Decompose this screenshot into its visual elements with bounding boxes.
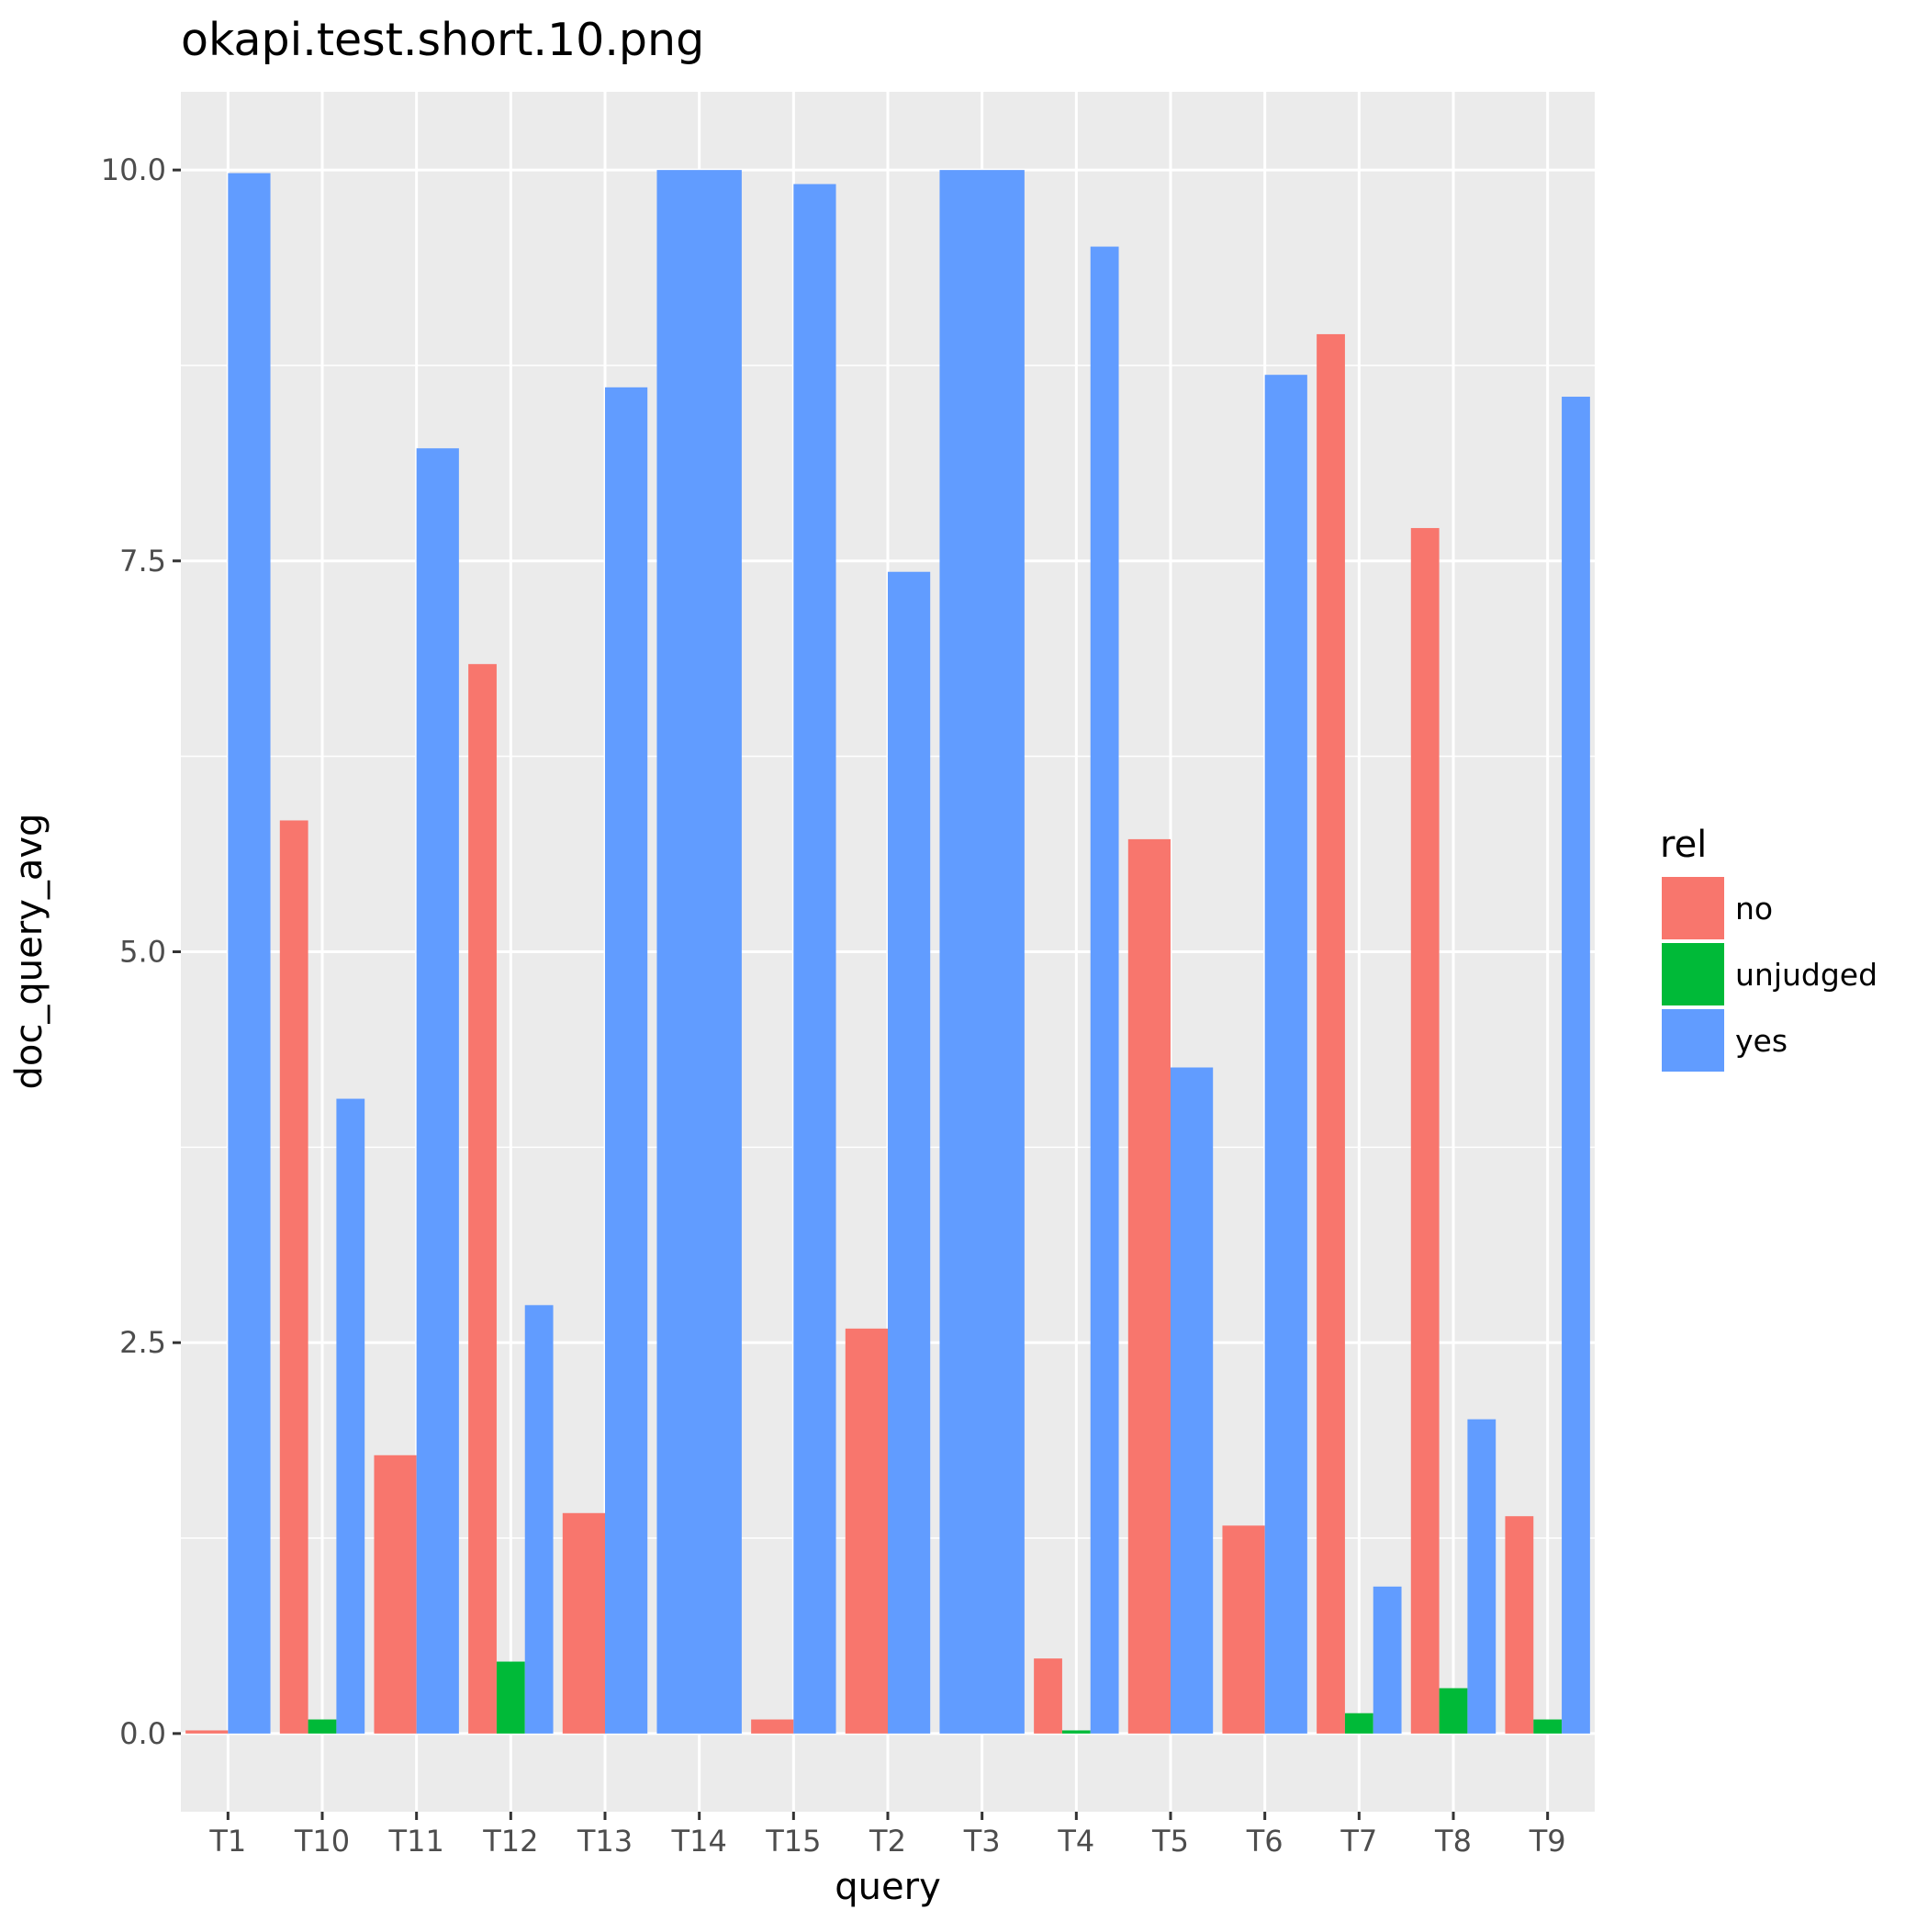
x-tick-label: T7 <box>1340 1824 1377 1859</box>
legend-key-no <box>1662 877 1724 939</box>
bar-yes-T6 <box>1264 375 1307 1734</box>
x-tick-label: T10 <box>294 1824 350 1859</box>
bar-yes-T5 <box>1171 1067 1214 1734</box>
bar-unjudged-T7 <box>1344 1713 1373 1734</box>
bar-no-T4 <box>1034 1658 1062 1734</box>
bars <box>185 170 1590 1734</box>
x-axis: T1 T10 T11 T12 T13 T14 T15 T2 T3 T4 T5 T6 T7 T8 T9 <box>208 1812 1566 1859</box>
bar-yes-T2 <box>888 571 931 1734</box>
bar-yes-T1 <box>228 173 271 1734</box>
bar-no-T13 <box>562 1512 605 1734</box>
x-tick-label: T9 <box>1529 1824 1566 1859</box>
x-tick-label: T12 <box>482 1824 538 1859</box>
bar-no-T8 <box>1410 528 1440 1734</box>
bar-no-T15 <box>751 1719 794 1734</box>
x-tick-label: T5 <box>1151 1824 1189 1859</box>
bar-no-T11 <box>374 1455 417 1734</box>
y-tick-label: 2.5 <box>119 1325 166 1360</box>
bar-no-T6 <box>1222 1525 1265 1734</box>
legend-label-no: no <box>1735 891 1773 927</box>
x-tick-label: T2 <box>869 1824 906 1859</box>
x-tick-label: T14 <box>671 1824 727 1859</box>
y-tick-label: 10.0 <box>101 152 166 187</box>
bar-no-T12 <box>468 664 497 1734</box>
bar-no-T10 <box>279 820 308 1734</box>
legend-title: rel <box>1660 824 1707 866</box>
x-tick-label: T4 <box>1057 1824 1094 1859</box>
bar-no-T7 <box>1317 333 1345 1734</box>
bar-yes-T14 <box>656 170 742 1734</box>
bar-yes-T3 <box>939 170 1025 1734</box>
bar-unjudged-T4 <box>1061 1730 1091 1734</box>
y-tick-label: 7.5 <box>119 544 166 578</box>
legend-label-yes: yes <box>1735 1023 1788 1059</box>
legend: rel no unjudged yes <box>1660 824 1878 1072</box>
bar-no-T2 <box>845 1328 888 1734</box>
bar-yes-T4 <box>1090 246 1119 1734</box>
x-tick-label: T6 <box>1246 1824 1283 1859</box>
x-tick-label: T13 <box>577 1824 633 1859</box>
x-axis-label: query <box>835 1866 940 1908</box>
bar-yes-T10 <box>336 1098 365 1734</box>
x-tick-label: T3 <box>963 1824 1001 1859</box>
x-tick-label: T1 <box>208 1824 246 1859</box>
y-axis: 0.0 2.5 5.0 7.5 10.0 <box>101 152 181 1751</box>
y-tick-label: 5.0 <box>119 935 166 970</box>
bar-yes-T8 <box>1467 1419 1496 1734</box>
bar-unjudged-T12 <box>496 1661 525 1734</box>
bar-yes-T12 <box>524 1305 554 1734</box>
chart-title: okapi.test.short.10.png <box>181 14 704 66</box>
y-tick-label: 0.0 <box>119 1716 166 1751</box>
bar-unjudged-T9 <box>1533 1719 1563 1734</box>
bar-yes-T15 <box>793 184 836 1734</box>
legend-key-yes <box>1662 1009 1724 1072</box>
bar-yes-T7 <box>1373 1586 1402 1734</box>
legend-label-unjudged: unjudged <box>1735 957 1878 993</box>
bar-unjudged-T8 <box>1439 1688 1468 1734</box>
bar-no-T1 <box>185 1730 229 1734</box>
bar-no-T9 <box>1505 1516 1534 1734</box>
legend-key-unjudged <box>1662 943 1724 1005</box>
bar-no-T5 <box>1127 838 1171 1734</box>
bar-yes-T11 <box>416 448 459 1734</box>
bar-yes-T13 <box>605 387 648 1734</box>
x-tick-label: T15 <box>765 1824 821 1859</box>
bar-yes-T9 <box>1562 397 1590 1734</box>
x-tick-label: T11 <box>388 1824 444 1859</box>
x-tick-label: T8 <box>1434 1824 1472 1859</box>
bar-unjudged-T10 <box>308 1719 337 1734</box>
y-axis-label: doc_query_avg <box>8 814 50 1090</box>
